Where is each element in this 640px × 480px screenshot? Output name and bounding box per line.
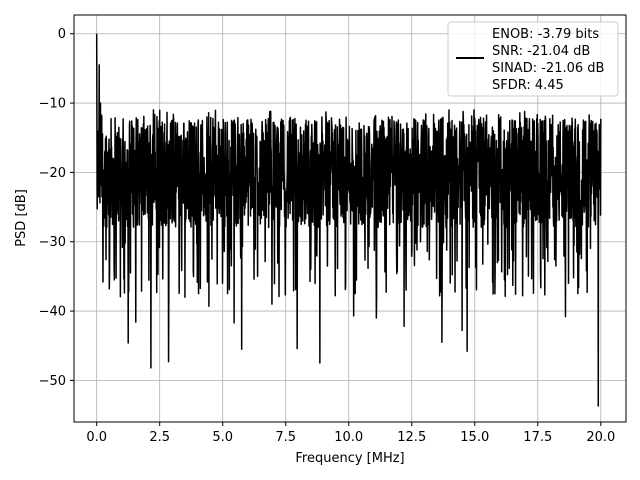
x-tick-label: 12.5 — [397, 430, 426, 445]
y-tick-label: −10 — [39, 97, 66, 112]
x-tick-label: 15.0 — [460, 430, 489, 445]
x-tick-label: 20.0 — [586, 430, 615, 445]
legend: ENOB: -3.79 bits SNR: -21.04 dB SINAD: -… — [447, 21, 619, 97]
legend-text-line-4: SFDR: 4.45 — [492, 78, 564, 93]
x-tick-label: 10.0 — [334, 430, 363, 445]
legend-text-line-1: ENOB: -3.79 bits — [492, 27, 599, 42]
legend-text-line-3: SINAD: -21.06 dB — [492, 61, 604, 76]
x-axis-label: Frequency [MHz] — [295, 451, 404, 466]
x-tick-label: 7.5 — [275, 430, 296, 445]
x-tick-label: 0.0 — [86, 430, 107, 445]
axis-ticks: 0.0 2.5 5.0 7.5 10.0 12.5 15.0 17.5 20.0 0 −10 −20 −… — [39, 27, 616, 445]
x-tick-label: 2.5 — [149, 430, 170, 445]
plot-frame — [73, 14, 627, 423]
y-axis-label: PSD [dB] — [14, 189, 29, 247]
legend-text-line-2: SNR: -21.04 dB — [492, 44, 590, 59]
y-tick-label: 0 — [58, 27, 66, 42]
x-tick-label: 17.5 — [523, 430, 552, 445]
legend-box — [447, 21, 619, 97]
y-tick-label: −40 — [39, 305, 66, 320]
x-tick-label: 5.0 — [212, 430, 233, 445]
y-tick-label: −20 — [39, 166, 66, 181]
psd-series — [95, 33, 602, 407]
y-tick-label: −30 — [39, 235, 66, 250]
psd-line — [95, 33, 602, 407]
y-tick-label: −50 — [39, 374, 66, 389]
